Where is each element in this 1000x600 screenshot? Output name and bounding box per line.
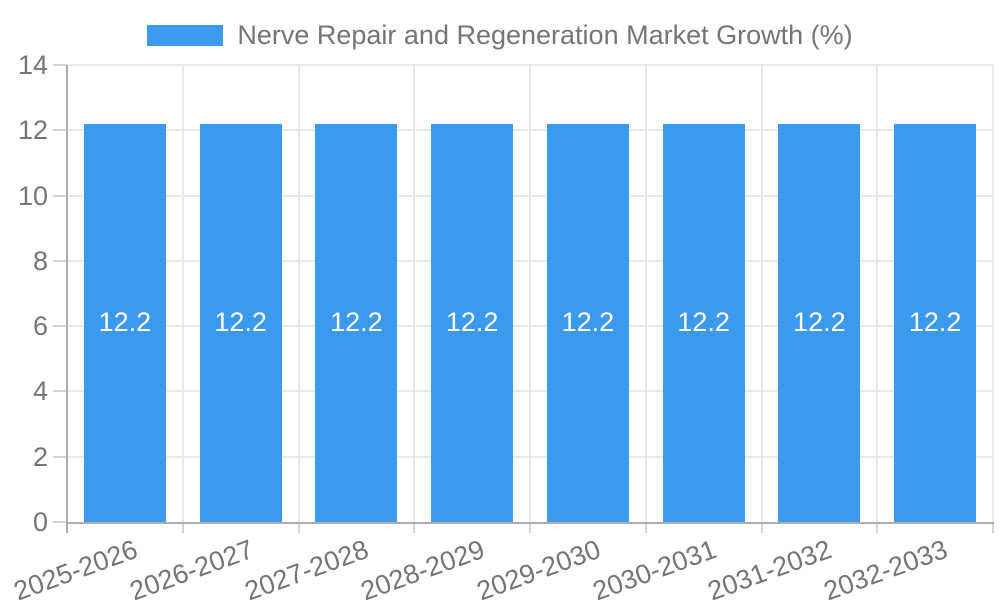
bar: 12.2 bbox=[778, 123, 861, 522]
v-gridline bbox=[529, 65, 531, 522]
bar: 12.2 bbox=[894, 123, 977, 522]
y-tick-mark bbox=[53, 129, 67, 132]
bar-value-label: 12.2 bbox=[445, 307, 499, 338]
x-axis-tick-label: 2029-2030 bbox=[472, 534, 605, 600]
y-tick-mark bbox=[53, 194, 67, 197]
v-gridline bbox=[297, 65, 300, 522]
y-axis-tick-label: 10 bbox=[17, 180, 48, 211]
x-tick-mark bbox=[760, 522, 763, 533]
y-axis-tick-label: 12 bbox=[17, 115, 48, 146]
bar-value-label: 12.2 bbox=[330, 307, 383, 338]
bar-value-label: 12.2 bbox=[561, 307, 615, 338]
y-tick-mark bbox=[53, 64, 67, 66]
y-tick-mark bbox=[53, 325, 67, 328]
v-gridline bbox=[181, 65, 184, 522]
x-axis-tick-label: 2025-2026 bbox=[9, 534, 142, 600]
x-tick-mark bbox=[992, 522, 994, 533]
y-axis-tick-label: 14 bbox=[17, 50, 48, 80]
chart-legend[interactable]: Nerve Repair and Regeneration Market Gro… bbox=[0, 20, 1000, 51]
x-axis-tick-label: 2032-2033 bbox=[819, 534, 952, 600]
y-tick-mark bbox=[53, 390, 67, 393]
bar: 12.2 bbox=[199, 123, 282, 522]
x-tick-mark bbox=[181, 522, 184, 533]
v-gridline bbox=[644, 65, 647, 522]
x-tick-mark bbox=[644, 522, 647, 533]
x-axis-line bbox=[66, 522, 994, 524]
y-axis-tick-label: 0 bbox=[32, 507, 48, 537]
v-gridline bbox=[760, 65, 763, 522]
x-tick-mark bbox=[297, 522, 300, 533]
y-tick-mark bbox=[53, 259, 67, 262]
x-tick-mark bbox=[529, 522, 531, 533]
bar-value-label: 12.2 bbox=[214, 307, 267, 338]
y-tick-mark bbox=[53, 455, 67, 458]
bar-value-label: 12.2 bbox=[793, 307, 846, 338]
x-tick-mark bbox=[413, 522, 416, 533]
x-axis-tick-label: 2030-2031 bbox=[588, 534, 720, 600]
x-tick-mark bbox=[876, 522, 879, 533]
y-axis-tick-label: 6 bbox=[32, 311, 48, 342]
bar: 12.2 bbox=[546, 123, 629, 522]
y-axis-tick-label: 4 bbox=[32, 376, 48, 407]
bar-value-label: 12.2 bbox=[908, 307, 962, 338]
bar: 12.2 bbox=[662, 123, 745, 522]
x-axis-tick-label: 2031-2032 bbox=[704, 534, 836, 600]
bar-value-label: 12.2 bbox=[98, 307, 152, 338]
v-gridline bbox=[992, 65, 994, 522]
y-tick-mark bbox=[53, 521, 67, 523]
bar: 12.2 bbox=[431, 123, 514, 522]
legend-swatch bbox=[147, 25, 224, 46]
y-axis-tick-label: 2 bbox=[32, 441, 48, 472]
x-axis-tick-label: 2028-2029 bbox=[356, 534, 489, 600]
v-gridline bbox=[413, 65, 416, 522]
x-axis-tick-label: 2027-2028 bbox=[241, 534, 373, 600]
bar: 12.2 bbox=[315, 123, 398, 522]
bar-value-label: 12.2 bbox=[677, 307, 730, 338]
y-axis-line bbox=[66, 65, 68, 533]
bar: 12.2 bbox=[83, 123, 166, 522]
legend-label: Nerve Repair and Regeneration Market Gro… bbox=[237, 20, 853, 50]
y-axis-tick-label: 8 bbox=[32, 245, 48, 276]
v-gridline bbox=[876, 65, 879, 522]
x-axis-tick-label: 2026-2027 bbox=[125, 534, 257, 600]
